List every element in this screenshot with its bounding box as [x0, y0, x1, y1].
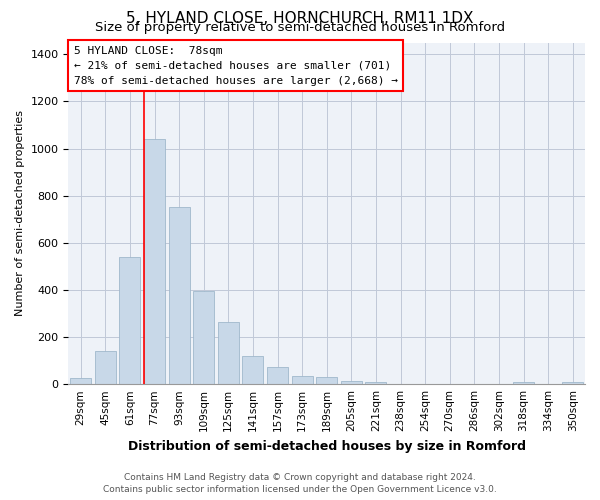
Bar: [119, 257, 140, 384]
Bar: [218, 322, 239, 384]
Bar: [267, 366, 288, 384]
Bar: [242, 356, 263, 384]
Text: 5, HYLAND CLOSE, HORNCHURCH, RM11 1DX: 5, HYLAND CLOSE, HORNCHURCH, RM11 1DX: [126, 11, 474, 26]
Bar: [169, 208, 190, 384]
Text: Size of property relative to semi-detached houses in Romford: Size of property relative to semi-detach…: [95, 22, 505, 35]
Bar: [193, 291, 214, 384]
Bar: [365, 382, 386, 384]
X-axis label: Distribution of semi-detached houses by size in Romford: Distribution of semi-detached houses by …: [128, 440, 526, 452]
Bar: [144, 139, 165, 384]
Bar: [292, 376, 313, 384]
Y-axis label: Number of semi-detached properties: Number of semi-detached properties: [15, 110, 25, 316]
Bar: [341, 382, 362, 384]
Bar: [513, 382, 534, 384]
Bar: [562, 382, 583, 384]
Bar: [70, 378, 91, 384]
Bar: [95, 351, 116, 384]
Text: 5 HYLAND CLOSE:  78sqm
← 21% of semi-detached houses are smaller (701)
78% of se: 5 HYLAND CLOSE: 78sqm ← 21% of semi-deta…: [74, 46, 398, 86]
Text: Contains HM Land Registry data © Crown copyright and database right 2024.
Contai: Contains HM Land Registry data © Crown c…: [103, 472, 497, 494]
Bar: [316, 377, 337, 384]
